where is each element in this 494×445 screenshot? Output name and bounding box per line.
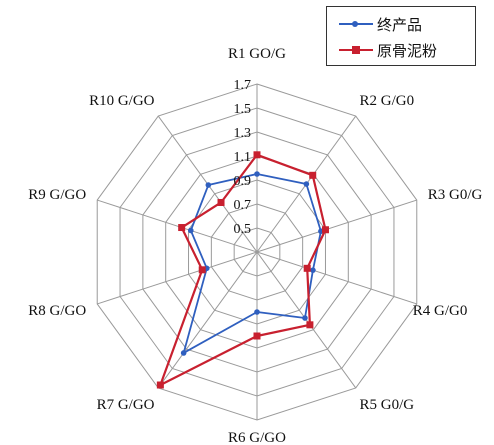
data-point-series-1 [181,350,187,356]
data-point-series-2 [309,172,316,179]
data-point-series-2 [322,226,329,233]
data-point-series-1 [310,267,316,273]
legend-marker-series-2 [352,46,360,54]
axis-label: R2 G/G0 [360,93,415,109]
data-point-series-1 [188,228,194,234]
legend-marker-series-1 [352,21,358,27]
grid-spoke [257,252,417,304]
legend-item-series-2: 原骨泥粉 [327,37,477,63]
axis-label: R6 G/GO [228,430,286,445]
legend-label-series-2: 原骨泥粉 [377,40,437,61]
data-point-series-1 [254,171,260,177]
r-tick-label: 1.7 [234,78,252,93]
data-point-series-2 [218,199,225,206]
r-tick-label: 0.7 [234,198,252,213]
data-point-series-2 [254,151,261,158]
grid-spoke [257,200,417,252]
axis-label: R1 GO/G [228,46,286,62]
data-point-series-2 [178,224,185,231]
axis-label: R10 G/GO [89,93,155,109]
axis-label: R3 G0/G [428,187,483,203]
axis-label: R5 G0/G [360,397,415,413]
axis-label-layer: R1 GO/G R2 G/G0 R3 G0/G R4 G/G0 R5 G0/G R6 G/… [28,46,482,445]
axis-label: R4 G/G0 [413,303,468,319]
axis-label: R7 G/GO [97,397,155,413]
tick-label-layer: 0.5 0.7 0.9 1.1 1.3 1.5 1.7 [234,78,252,237]
r-tick-label: 0.9 [234,174,252,189]
legend-item-series-1: 终产品 [327,11,477,37]
r-tick-label: 1.3 [234,126,252,141]
legend: 终产品 原骨泥粉 [326,6,476,66]
data-point-series-1 [254,309,260,315]
data-point-series-2 [306,321,313,328]
data-point-series-2 [254,333,261,340]
data-point-series-1 [302,315,308,321]
data-point-series-2 [199,266,206,273]
data-point-series-1 [206,182,212,188]
grid-spoke [97,252,257,304]
data-point-series-1 [304,181,310,187]
data-point-series-2 [304,265,311,272]
r-tick-label: 1.1 [234,150,252,165]
legend-label-series-1: 终产品 [377,14,422,35]
r-tick-label: 1.5 [234,102,252,117]
r-tick-label: 0.5 [234,222,252,237]
radar-grid [97,84,417,420]
axis-label: R8 G/GO [28,303,86,319]
data-point-series-2 [157,382,164,389]
axis-label: R9 G/GO [28,187,86,203]
